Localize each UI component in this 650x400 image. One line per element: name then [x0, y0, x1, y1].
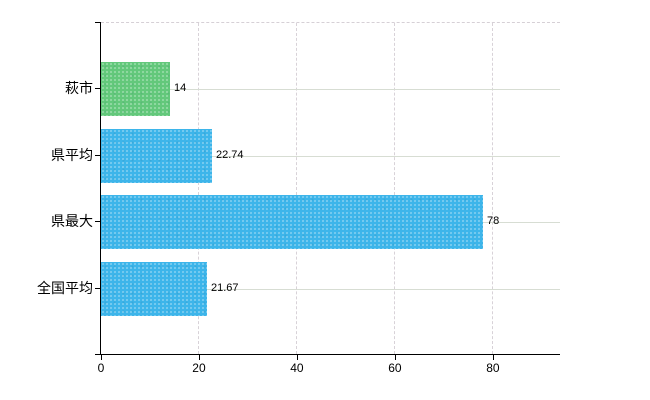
y-axis-line: [100, 22, 101, 355]
row-center-gridline: [101, 89, 560, 90]
x-tick-label: 80: [486, 361, 500, 375]
x-axis-tick: [296, 354, 298, 360]
bar-4: [101, 262, 207, 316]
y-axis-tick: [95, 155, 101, 156]
gridline-vertical: [393, 23, 395, 354]
x-axis-tick: [198, 354, 200, 360]
x-tick-label: 60: [388, 361, 402, 375]
value-label: 21.67: [211, 282, 239, 294]
value-label: 22.74: [216, 149, 244, 161]
y-axis-tick: [95, 221, 101, 222]
bar-3: [101, 195, 483, 249]
value-label: 14: [174, 82, 187, 94]
y-axis-tick: [95, 88, 101, 89]
category-label: 萩市: [65, 80, 93, 96]
y-axis-tick: [95, 288, 101, 289]
x-axis-tick: [492, 354, 494, 360]
row-center-gridline: [101, 289, 560, 290]
category-label: 全国平均: [37, 280, 93, 296]
gridline-vertical: [295, 23, 297, 354]
x-tick-label: 20: [192, 361, 206, 375]
value-label: 78: [487, 215, 500, 227]
bar-2: [101, 129, 212, 183]
y-axis-tick: [95, 354, 101, 355]
x-tick-label: 0: [97, 361, 105, 375]
bar-1: [101, 62, 170, 116]
x-tick-label: 40: [290, 361, 304, 375]
gridline-vertical: [197, 23, 199, 354]
x-axis-tick: [394, 354, 396, 360]
category-label: 県最大: [51, 213, 93, 229]
y-axis-tick: [95, 22, 101, 23]
category-label: 県平均: [51, 147, 93, 163]
gridline-vertical: [491, 23, 493, 354]
row-center-gridline: [101, 156, 560, 157]
plot-area: [101, 22, 560, 354]
x-axis-tick: [101, 354, 102, 360]
x-axis-line: [100, 354, 560, 355]
